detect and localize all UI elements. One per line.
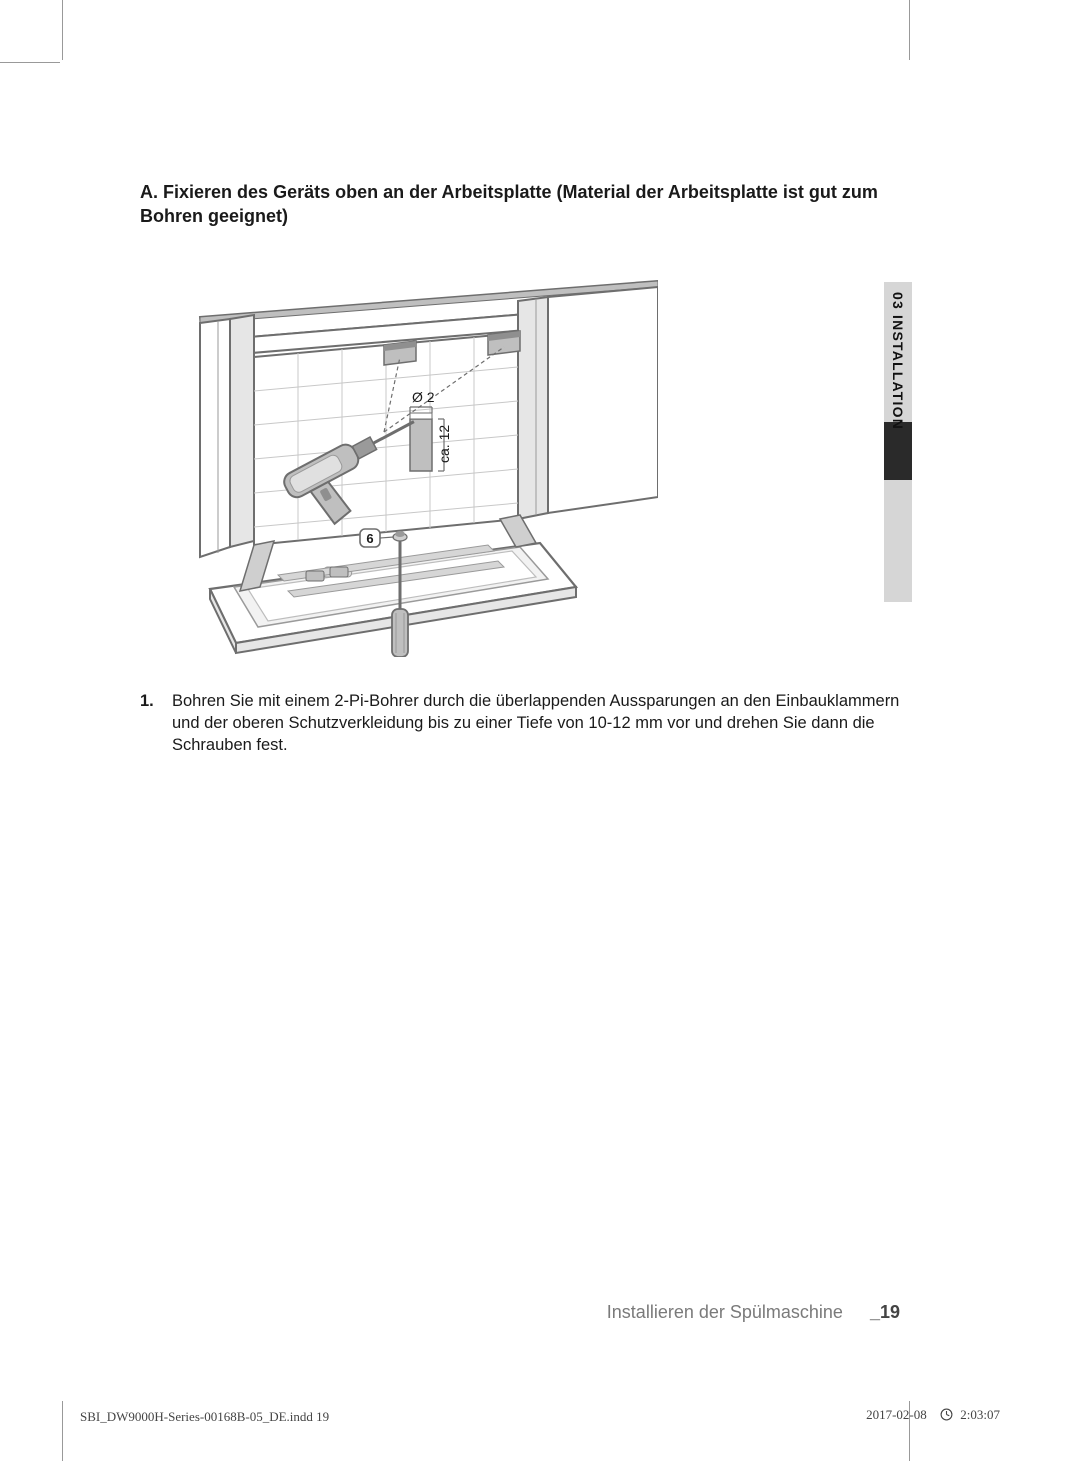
footer-page-number: _19 — [870, 1302, 900, 1322]
crop-mark — [0, 62, 60, 63]
mounting-bracket-left — [384, 341, 416, 365]
cabinet-right — [518, 287, 658, 519]
footer-section: Installieren der Spülmaschine — [607, 1302, 843, 1322]
content-area: A. Fixieren des Geräts oben an der Arbei… — [140, 180, 920, 756]
print-time: 2:03:07 — [960, 1407, 1000, 1422]
step-1: 1. Bohren Sie mit einem 2-Pi-Bohrer durc… — [140, 690, 920, 757]
mounting-bracket-right — [488, 331, 520, 355]
cabinet-left — [200, 315, 254, 557]
heading-text: Fixieren des Geräts oben an der Arbeitsp… — [140, 182, 878, 226]
clock-icon — [940, 1408, 953, 1425]
page-footer: Installieren der Spülmaschine _19 — [607, 1302, 900, 1323]
heading: A. Fixieren des Geräts oben an der Arbei… — [140, 180, 920, 229]
heading-prefix: A. — [140, 182, 158, 202]
svg-text:6: 6 — [366, 531, 373, 546]
step-text: Bohren Sie mit einem 2-Pi-Bohrer durch d… — [172, 690, 920, 757]
crop-mark — [909, 0, 910, 60]
dim-depth: ca. 12 — [436, 424, 452, 462]
crop-mark — [62, 0, 63, 60]
dim-diameter: Ø 2 — [412, 389, 435, 405]
print-slug-file: SBI_DW9000H-Series-00168B-05_DE.indd 19 — [80, 1409, 329, 1425]
installation-figure: Ø 2 ca. 12 — [188, 257, 658, 662]
print-date: 2017-02-08 — [866, 1407, 927, 1422]
step-number: 1. — [140, 690, 162, 757]
crop-mark — [62, 1401, 63, 1461]
print-slug-datetime: 2017-02-08 2:03:07 — [866, 1407, 1000, 1425]
